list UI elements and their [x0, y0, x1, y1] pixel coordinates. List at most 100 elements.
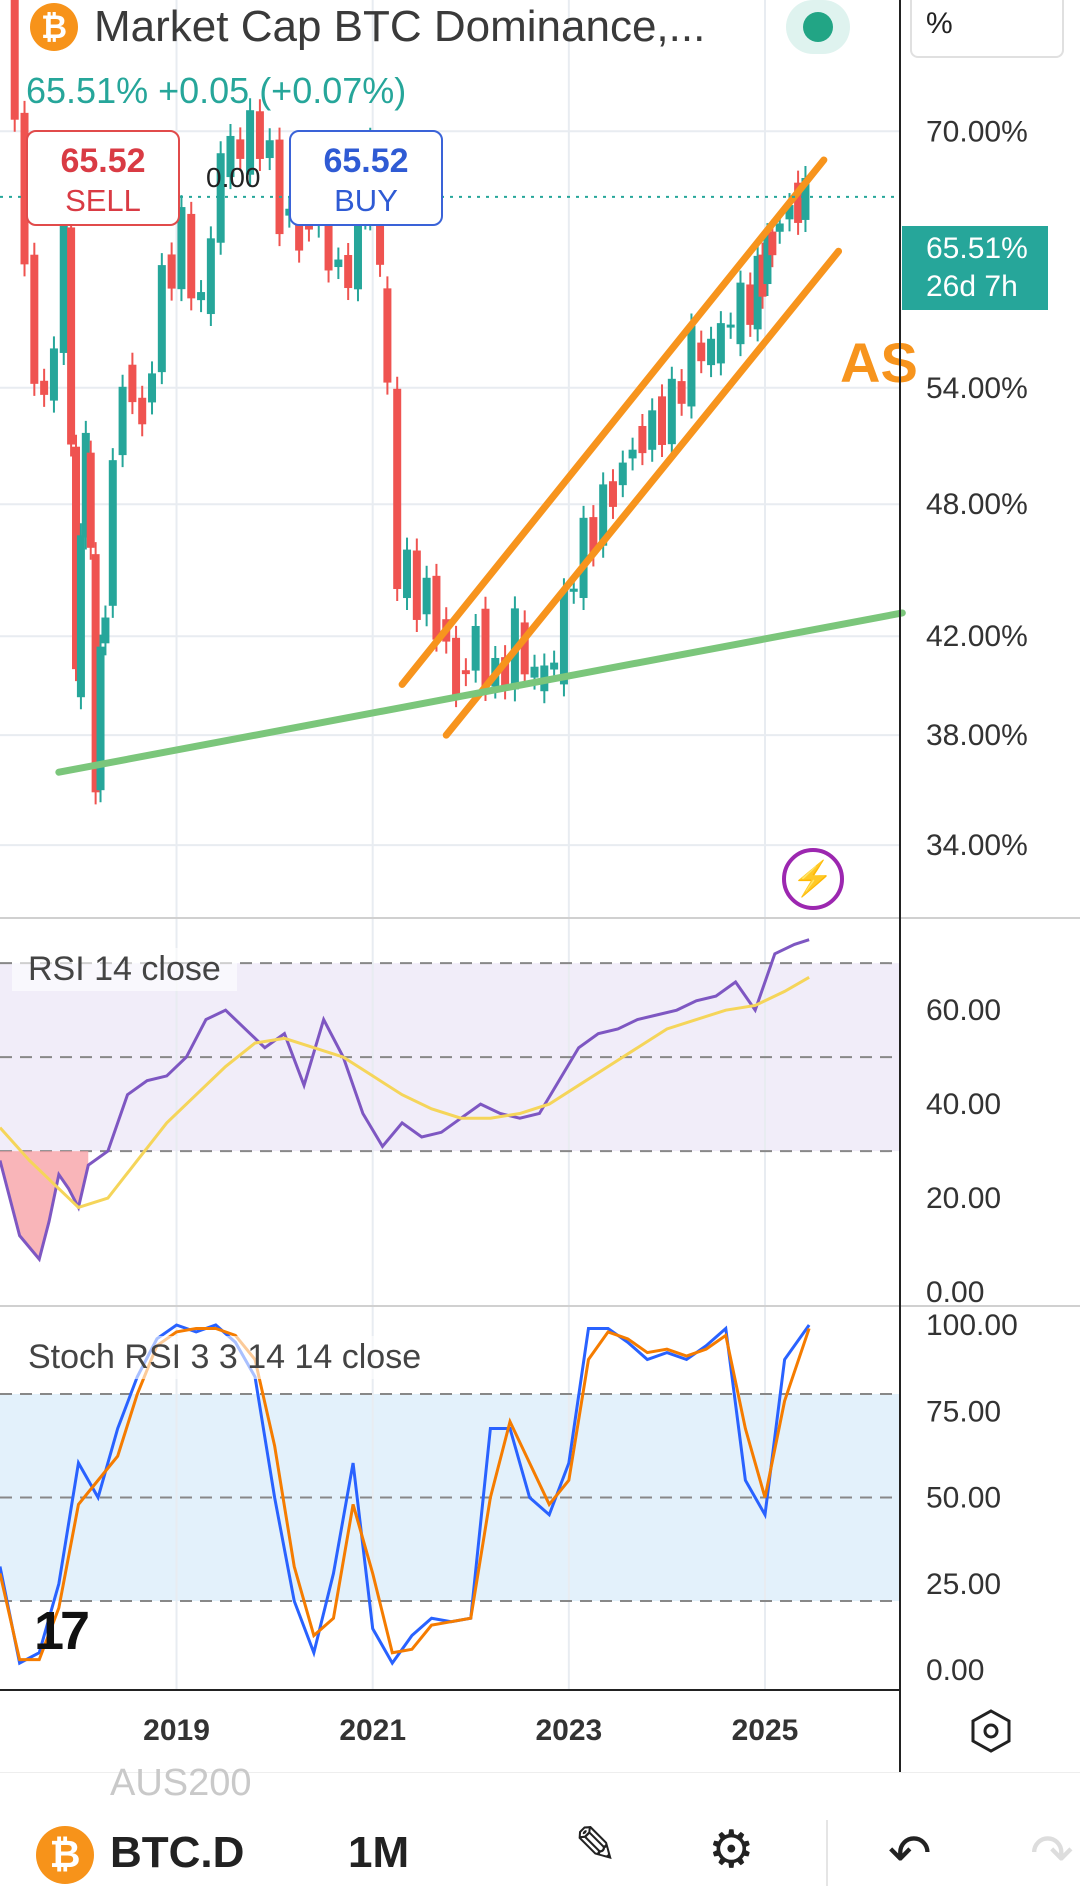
candle-body — [461, 670, 470, 675]
candle-body — [559, 590, 568, 685]
candle-body — [128, 364, 137, 403]
candle-body — [726, 324, 735, 328]
candle-body — [530, 666, 539, 678]
candle-body — [422, 577, 431, 615]
y-tick-label: 70.00% — [926, 115, 1028, 148]
stoch-tick-label: 50.00 — [926, 1482, 1001, 1515]
candle-body — [59, 211, 68, 353]
channel-lower-line — [442, 247, 843, 739]
candle-body — [246, 110, 255, 175]
redo-icon[interactable]: ↷ — [1030, 1825, 1074, 1883]
candle-body — [118, 386, 127, 456]
candle-body — [226, 135, 235, 178]
market-status-icon[interactable] — [786, 0, 850, 54]
candle-body — [481, 608, 490, 689]
candle-body — [275, 139, 284, 235]
candle-body — [569, 588, 578, 592]
candle-body — [265, 140, 274, 159]
spread-value: 0.00 — [206, 162, 261, 193]
candle-body — [91, 554, 100, 793]
support-line — [55, 609, 906, 776]
candle-body — [677, 381, 686, 404]
x-tick-label: 2021 — [339, 1714, 406, 1747]
candle-body — [707, 338, 716, 366]
candle-body — [608, 481, 617, 507]
chart-title[interactable]: Market Cap BTC Dominance,... — [94, 2, 706, 51]
stoch-tick-label: 75.00 — [926, 1395, 1001, 1428]
candle-body — [412, 550, 421, 620]
candle-body — [108, 460, 117, 606]
channel-upper-line — [398, 156, 828, 688]
candle-body — [736, 282, 745, 345]
undo-icon[interactable]: ↶ — [888, 1825, 932, 1883]
candle-body — [763, 235, 772, 285]
candle-body — [167, 254, 176, 289]
chart-settings-icon[interactable] — [968, 1708, 1014, 1754]
candle-body — [96, 646, 105, 791]
toolbar-divider — [826, 1820, 828, 1886]
candle-body — [687, 325, 696, 407]
candle-body — [550, 662, 559, 670]
rsi-tick-label: 0.00 — [926, 1276, 984, 1309]
y-tick-label: 34.00% — [926, 829, 1028, 862]
candle-body — [628, 449, 637, 459]
candle-body — [383, 288, 392, 383]
candle-body — [746, 284, 755, 325]
rsi-line — [0, 938, 810, 1263]
last-price-badge: 65.51% 26d 7h — [902, 226, 1048, 310]
rsi-tick-label: 20.00 — [926, 1182, 1001, 1215]
stoch-tick-label: 100.00 — [926, 1309, 1018, 1342]
candle-body — [81, 432, 90, 538]
candle-body — [452, 637, 461, 696]
y-tick-label: 54.00% — [926, 372, 1028, 405]
buy-button[interactable]: 65.52 BUY — [289, 130, 443, 226]
stoch-tick-label: 0.00 — [926, 1654, 984, 1687]
candle-body — [86, 452, 95, 548]
symbol-button[interactable]: BTC.D — [110, 1828, 245, 1877]
candle-body — [618, 462, 627, 486]
candle-body — [197, 292, 206, 301]
candle-body — [432, 575, 441, 640]
watermark-text: AS — [840, 331, 918, 394]
rsi-legend[interactable]: RSI 14 close — [12, 948, 237, 991]
candle-body — [801, 177, 810, 220]
indicators-icon[interactable]: ⚙ — [708, 1821, 755, 1879]
x-tick-label: 2019 — [143, 1714, 210, 1747]
candle-body — [753, 255, 762, 330]
drawing-pen-icon[interactable]: ✎ — [574, 1817, 618, 1875]
last-price-value: 65.51% — [926, 232, 1028, 265]
candle-body — [353, 206, 362, 290]
bottom-toolbar — [0, 1772, 1080, 1899]
sell-button[interactable]: 65.52 SELL — [26, 130, 180, 226]
candle-body — [393, 388, 402, 590]
stoch-d-line — [0, 1326, 811, 1662]
candle-body — [785, 205, 794, 220]
y-tick-label: 42.00% — [926, 620, 1028, 653]
stoch-rsi-legend[interactable]: Stoch RSI 3 3 14 14 close — [12, 1336, 438, 1379]
chart-canvas[interactable]: 2019 2021 2023 2025 70.00% 54.00% 48.00% 42.00%… — [0, 0, 1080, 1772]
y-tick-label: 38.00% — [926, 719, 1028, 752]
candle-body — [148, 373, 157, 403]
candle-body — [295, 205, 304, 251]
scale-unit-button[interactable]: % — [910, 0, 1064, 58]
sell-label: SELL — [65, 183, 141, 218]
candle-body — [76, 535, 85, 698]
candle-body — [40, 380, 49, 395]
interval-button[interactable]: 1M — [348, 1828, 410, 1877]
candle-body — [716, 323, 725, 364]
candle-body — [30, 254, 39, 384]
candle-body — [334, 259, 343, 268]
candle-body — [768, 231, 777, 256]
stoch-k-line — [0, 1323, 811, 1666]
candle-body — [775, 223, 784, 232]
candle-body — [376, 214, 385, 265]
candle-countdown: 26d 7h — [926, 270, 1018, 303]
bitcoin-icon: ₿ — [30, 3, 78, 51]
lightning-icon[interactable]: ⚡ — [782, 848, 844, 910]
candle-body — [206, 238, 215, 315]
candle-body — [794, 182, 803, 223]
candle-body — [667, 378, 676, 445]
symbol-coin-icon[interactable]: ₿ — [36, 1826, 94, 1884]
candle-body — [579, 517, 588, 598]
candle-body — [67, 227, 76, 445]
